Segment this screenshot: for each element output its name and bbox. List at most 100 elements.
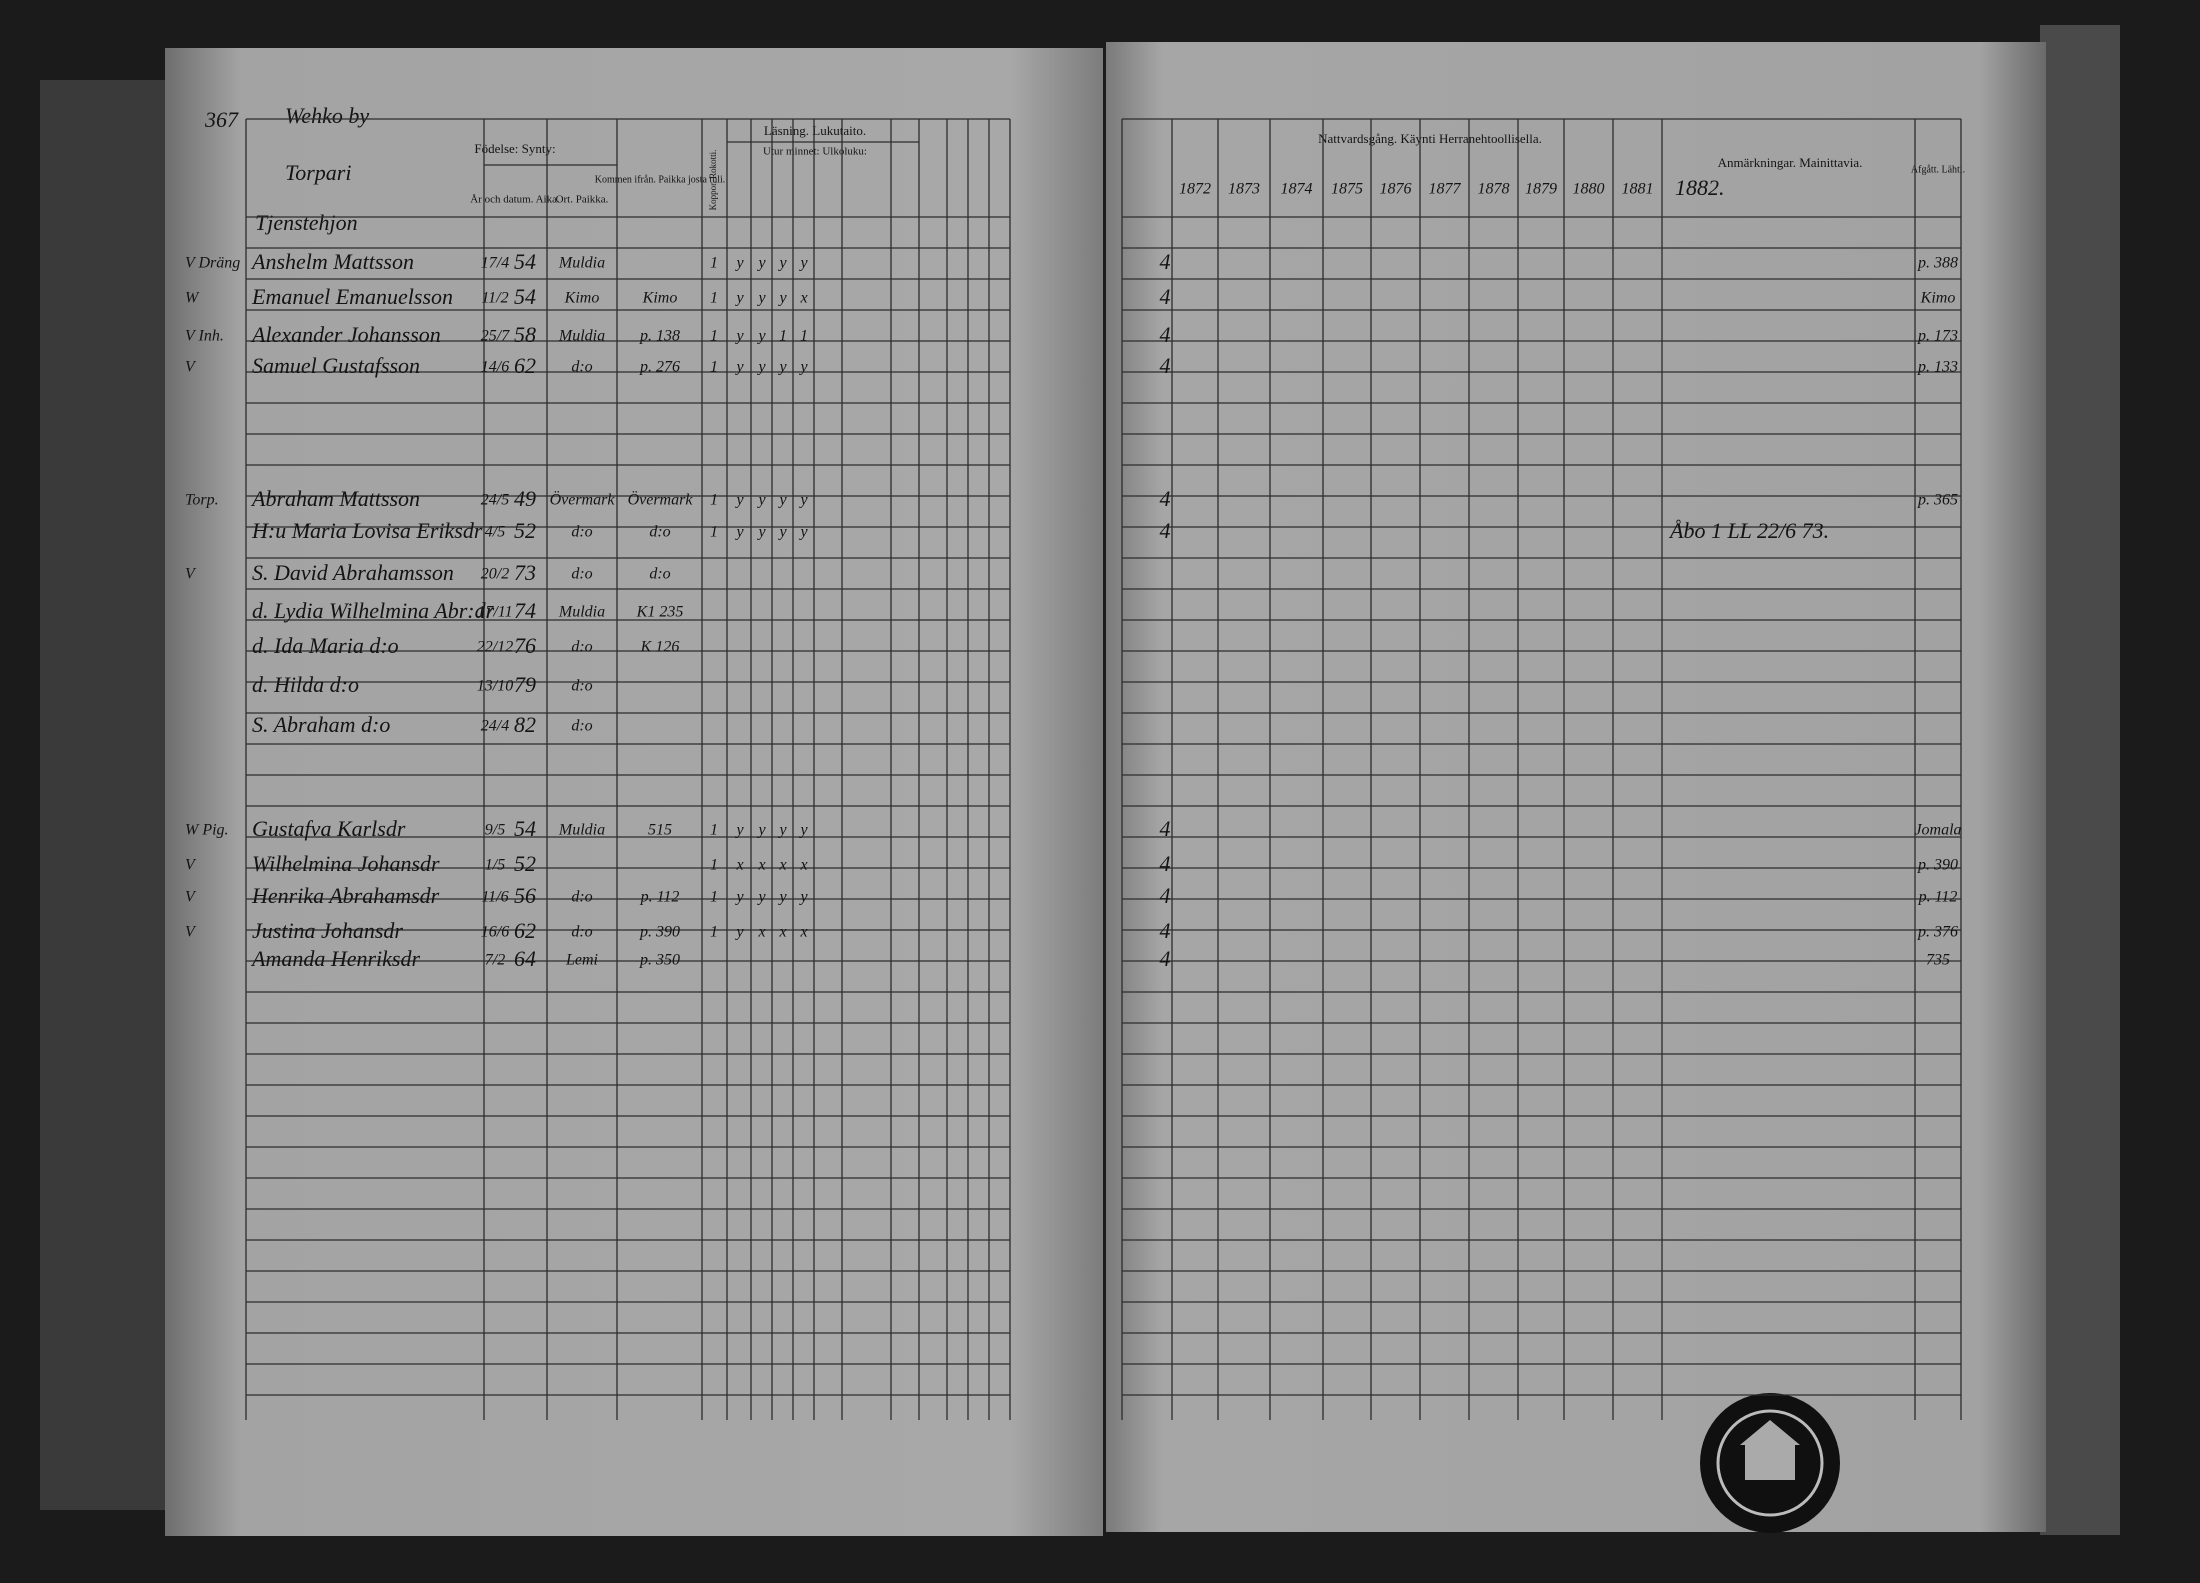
column-heading: Nattvardsgång. Käynti Herranehtoollisell… [1318,131,1542,146]
entry-departed: p. 388 [1917,255,1958,272]
entry-place: d:o [571,718,592,735]
entry-reading: x [778,924,786,941]
entry-year: 62 [514,353,536,378]
entry-from: Övermark [628,491,694,509]
entry-reading: y [756,255,766,272]
entry-margin: V Dräng [185,255,240,272]
entry-name: Amanda Henriksdr [250,946,420,971]
entry-date: 17/11 [477,604,512,621]
entry-reading: y [756,290,766,307]
archive-stamp [1700,1393,1840,1533]
entry-margin: V [185,857,197,874]
entry-reading: y [734,255,744,272]
entry-year: 76 [514,633,536,658]
entry-year: 79 [514,672,536,697]
entry-margin: V [185,889,197,906]
book-edge-left [40,80,180,1510]
entry-date: 1/5 [485,857,505,874]
entry-reading: x [757,857,765,874]
entry-margin: V Inh. [185,328,224,345]
entry-reading: y [777,524,787,541]
entry-from: p. 276 [639,359,680,376]
entry-date: 24/5 [481,492,509,509]
entry-place: Muldia [558,255,605,272]
entry-date: 11/2 [481,290,508,307]
entry-reading: y [798,255,808,272]
entry-margin: Torp. [185,492,219,509]
entry-year: 56 [514,883,536,908]
entry-date: 7/2 [485,952,505,969]
village-name: Wehko by [285,103,369,128]
entry-reading: y [798,822,808,839]
entry-reading: x [757,924,765,941]
entry-reading: x [778,857,786,874]
entry-margin: V [185,359,197,376]
entry-place: Övermark [550,491,616,509]
entry-remarks: Åbo 1 LL 22/6 73. [1668,518,1829,543]
entry-from: d:o [649,566,670,583]
entry-reading: y [777,359,787,376]
entry-reading: y [777,822,787,839]
entry-name: Gustafva Karlsdr [252,816,406,841]
entry-communion: 4 [1160,249,1171,274]
entry-from: K1 235 [636,604,684,621]
entry-communion: 4 [1160,518,1171,543]
column-heading: Ort. Paikka. [556,194,609,206]
entry-year: 58 [514,322,536,347]
entry-departed: p. 133 [1917,359,1958,376]
page-number: 367 [204,107,239,132]
entry-margin: V [185,566,197,583]
entry-departed: p. 390 [1917,857,1958,874]
entry-departed: Kimo [1920,290,1956,307]
entry-name: S. Abraham d:o [252,712,390,737]
column-heading: År och datum. Aika. [470,194,560,206]
entry-place: d:o [571,639,592,656]
entry-year: 64 [514,946,536,971]
entry-from: K 126 [640,639,680,656]
entry-year: 62 [514,918,536,943]
entry-reading: x [799,857,807,874]
entry-date: 4/5 [485,524,505,541]
table-entries: 1872 1873 1874 1875 1876 1877 1878 1879 1880 1881… [185,181,1962,971]
column-heading: Anmärkningar. Mainittavia. [1718,155,1863,170]
entry-reading: 1 [710,822,718,839]
entry-reading: y [777,492,787,509]
year-heading: 1874 [1281,181,1313,198]
entry-year: 52 [514,851,536,876]
entry-departed: p. 173 [1917,328,1958,345]
entry-date: 14/6 [481,359,509,376]
entry-name: Samuel Gustafsson [252,353,420,378]
entry-reading: y [734,889,744,906]
year-heading: 1875 [1331,181,1363,198]
entry-reading: 1 [710,857,718,874]
entry-departed: Jomala [1914,822,1961,839]
column-heading: Födelse: Synty: [474,141,555,156]
group-heading: Tjenstehjon [255,210,358,235]
entry-reading: x [799,924,807,941]
entry-reading: y [734,328,744,345]
year-heading: 1880 [1573,181,1605,198]
entry-name: S. David Abrahamsson [252,560,454,585]
group-heading: Torpari [285,160,351,185]
entry-year: 54 [514,284,536,309]
year-heading: 1873 [1228,181,1260,198]
entry-year: 52 [514,518,536,543]
year-heading: 1877 [1429,181,1462,198]
entry-name: Anshelm Mattsson [250,249,414,274]
entry-date: 24/4 [481,718,509,735]
entry-reading: 1 [710,290,718,307]
entry-date: 16/6 [481,924,509,941]
entry-reading: y [798,524,808,541]
entry-reading: 1 [710,328,718,345]
entry-from: p. 390 [639,924,680,941]
entry-reading: x [799,290,807,307]
entry-date: 22/12 [477,639,513,656]
entry-date: 17/4 [481,255,509,272]
entry-reading: y [756,889,766,906]
entry-reading: y [756,328,766,345]
entry-reading: 1 [710,524,718,541]
entry-reading: y [734,822,744,839]
entry-name: d. Ida Maria d:o [252,633,399,658]
entry-communion: 4 [1160,284,1171,309]
entry-reading: y [734,359,744,376]
